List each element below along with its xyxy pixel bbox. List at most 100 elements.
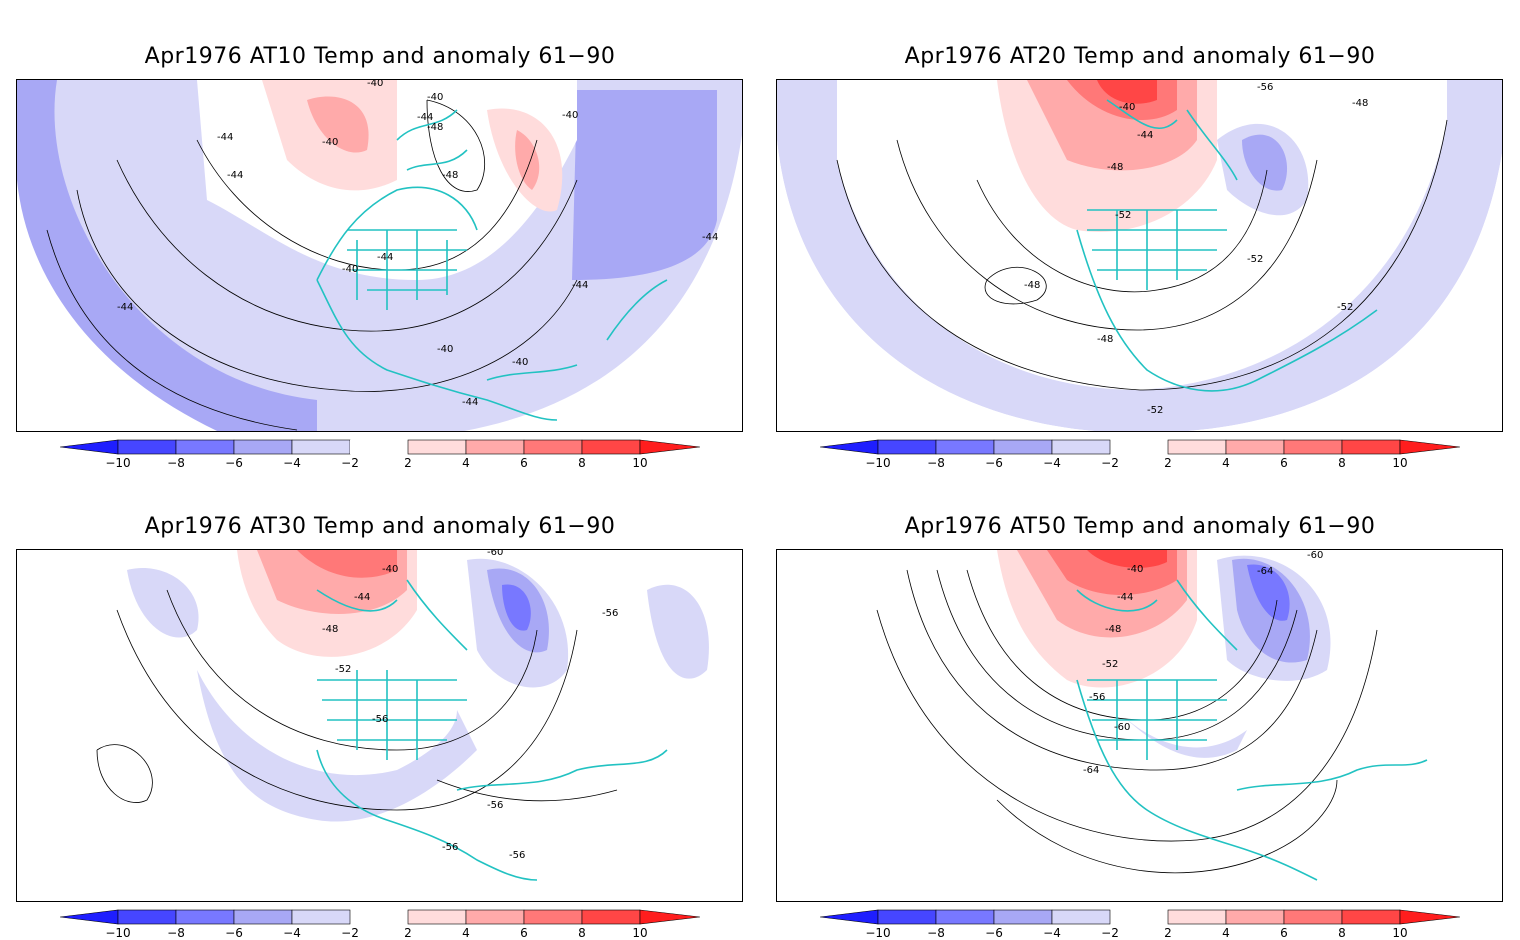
svg-text:-52: -52: [335, 664, 351, 675]
svg-text:-40: -40: [367, 80, 383, 89]
colorbar-label: 6: [520, 456, 528, 470]
svg-text:-52: -52: [1337, 302, 1353, 313]
panel-at30: Apr1976 AT30 Temp and anomaly 61−90: [0, 470, 760, 940]
colorbar-label: −8: [167, 456, 185, 470]
colorbar-label: 10: [1392, 456, 1408, 470]
svg-text:-44: -44: [1137, 130, 1153, 141]
svg-text:-48: -48: [442, 170, 458, 181]
svg-text:-40: -40: [1119, 102, 1135, 113]
colorbar-label: −8: [927, 926, 945, 940]
svg-text:-48: -48: [1024, 280, 1040, 291]
svg-text:-60: -60: [1307, 550, 1323, 561]
colorbar-label: −8: [167, 926, 185, 940]
svg-text:-40: -40: [562, 110, 578, 121]
panel-title: Apr1976 AT30 Temp and anomaly 61−90: [144, 514, 616, 539]
map-at30: -60 -40 -44 -56 -48 -52 -56 -56 -56 -56: [16, 549, 743, 902]
colorbar-label: −4: [283, 456, 301, 470]
svg-text:-44: -44: [417, 112, 433, 123]
svg-text:-52: -52: [1247, 254, 1263, 265]
svg-text:-56: -56: [1257, 82, 1273, 93]
svg-text:-44: -44: [1117, 592, 1133, 603]
svg-text:-40: -40: [437, 344, 453, 355]
colorbar-label: 4: [1222, 926, 1230, 940]
svg-text:-44: -44: [117, 302, 133, 313]
svg-text:-48: -48: [1105, 624, 1121, 635]
colorbar-label: −4: [1043, 926, 1061, 940]
panel-title: Apr1976 AT20 Temp and anomaly 61−90: [904, 44, 1376, 69]
svg-text:-40: -40: [1127, 564, 1143, 575]
svg-text:-44: -44: [377, 252, 393, 263]
svg-text:-44: -44: [572, 280, 588, 291]
svg-text:-40: -40: [322, 137, 338, 148]
colorbar-label: 6: [1280, 926, 1288, 940]
svg-text:-60: -60: [487, 550, 503, 558]
colorbar-label: 8: [578, 456, 586, 470]
svg-text:-64: -64: [1257, 566, 1273, 577]
colorbar-label: 10: [632, 926, 648, 940]
colorbar-label: 4: [462, 456, 470, 470]
svg-text:-44: -44: [217, 132, 233, 143]
colorbar-label: −2: [1101, 926, 1119, 940]
svg-text:-48: -48: [1097, 334, 1113, 345]
colorbar: −10 −8 −6 −4 −2 2 4 6 8 10: [59, 438, 701, 470]
colorbar-label: −2: [341, 456, 359, 470]
colorbar-label: −6: [225, 926, 243, 940]
colorbar-label: 2: [404, 456, 412, 470]
svg-text:-40: -40: [342, 264, 358, 275]
colorbar-label: −10: [865, 456, 891, 470]
map-at50: -60 -40 -64 -44 -48 -52 -56 -60 -64: [776, 549, 1503, 902]
colorbar-label: 4: [1222, 456, 1230, 470]
colorbar: −10 −8 −6 −4 −2 2 4 6 8 10: [59, 908, 701, 940]
svg-text:-44: -44: [227, 170, 243, 181]
colorbar-label: 2: [404, 926, 412, 940]
colorbar-label: −6: [985, 926, 1003, 940]
svg-text:-40: -40: [512, 357, 528, 368]
svg-text:-56: -56: [372, 714, 388, 725]
colorbar-label: −10: [105, 926, 131, 940]
svg-text:-52: -52: [1115, 210, 1131, 221]
colorbar-label: −10: [865, 926, 891, 940]
colorbar-label: −2: [341, 926, 359, 940]
colorbar-label: −8: [927, 456, 945, 470]
svg-text:-48: -48: [427, 122, 443, 133]
svg-text:-44: -44: [354, 592, 370, 603]
colorbar-label: −10: [105, 456, 131, 470]
svg-text:-52: -52: [1102, 659, 1118, 670]
colorbar-label: 4: [462, 926, 470, 940]
colorbar: −10 −8 −6 −4 −2 2 4 6 8 10: [819, 438, 1461, 470]
map-at10: -40 -44 -40 -44 -48 -40 -44 -40 -48 -44 -40 -44 …: [16, 79, 743, 432]
colorbar-label: 10: [1392, 926, 1408, 940]
svg-text:-48: -48: [1107, 162, 1123, 173]
colorbar-label: 2: [1164, 456, 1172, 470]
svg-text:-40: -40: [382, 564, 398, 575]
map-at20: -40 -56 -48 -44 -48 -52 -52 -48 -48 -52 -52: [776, 79, 1503, 432]
svg-text:-60: -60: [1114, 722, 1130, 733]
svg-text:-48: -48: [322, 624, 338, 635]
svg-text:-56: -56: [487, 800, 503, 811]
svg-text:-64: -64: [1083, 765, 1099, 776]
panel-at50: Apr1976 AT50 Temp and anomaly 61−90: [760, 470, 1520, 940]
panel-at20: Apr1976 AT20 Temp and anomaly 61−90: [760, 0, 1520, 470]
svg-text:-56: -56: [602, 608, 618, 619]
colorbar-label: −6: [225, 456, 243, 470]
colorbar-label: −6: [985, 456, 1003, 470]
svg-text:-56: -56: [442, 842, 458, 853]
colorbar-label: 6: [1280, 456, 1288, 470]
colorbar-label: −2: [1101, 456, 1119, 470]
panel-at10: Apr1976 AT10 Temp and anomaly 61−90: [0, 0, 760, 470]
svg-text:-56: -56: [1089, 692, 1105, 703]
panel-title: Apr1976 AT50 Temp and anomaly 61−90: [904, 514, 1376, 539]
svg-text:-44: -44: [462, 397, 478, 408]
colorbar-label: 2: [1164, 926, 1172, 940]
colorbar-label: 10: [632, 456, 648, 470]
colorbar-label: 8: [578, 926, 586, 940]
colorbar-label: −4: [283, 926, 301, 940]
svg-text:-56: -56: [509, 850, 525, 861]
svg-text:-52: -52: [1147, 405, 1163, 416]
colorbar-label: 8: [1338, 456, 1346, 470]
svg-text:-40: -40: [427, 92, 443, 103]
colorbar-label: 8: [1338, 926, 1346, 940]
colorbar-label: 6: [520, 926, 528, 940]
colorbar: −10 −8 −6 −4 −2 2 4 6 8 10: [819, 908, 1461, 940]
colorbar-label: −4: [1043, 456, 1061, 470]
